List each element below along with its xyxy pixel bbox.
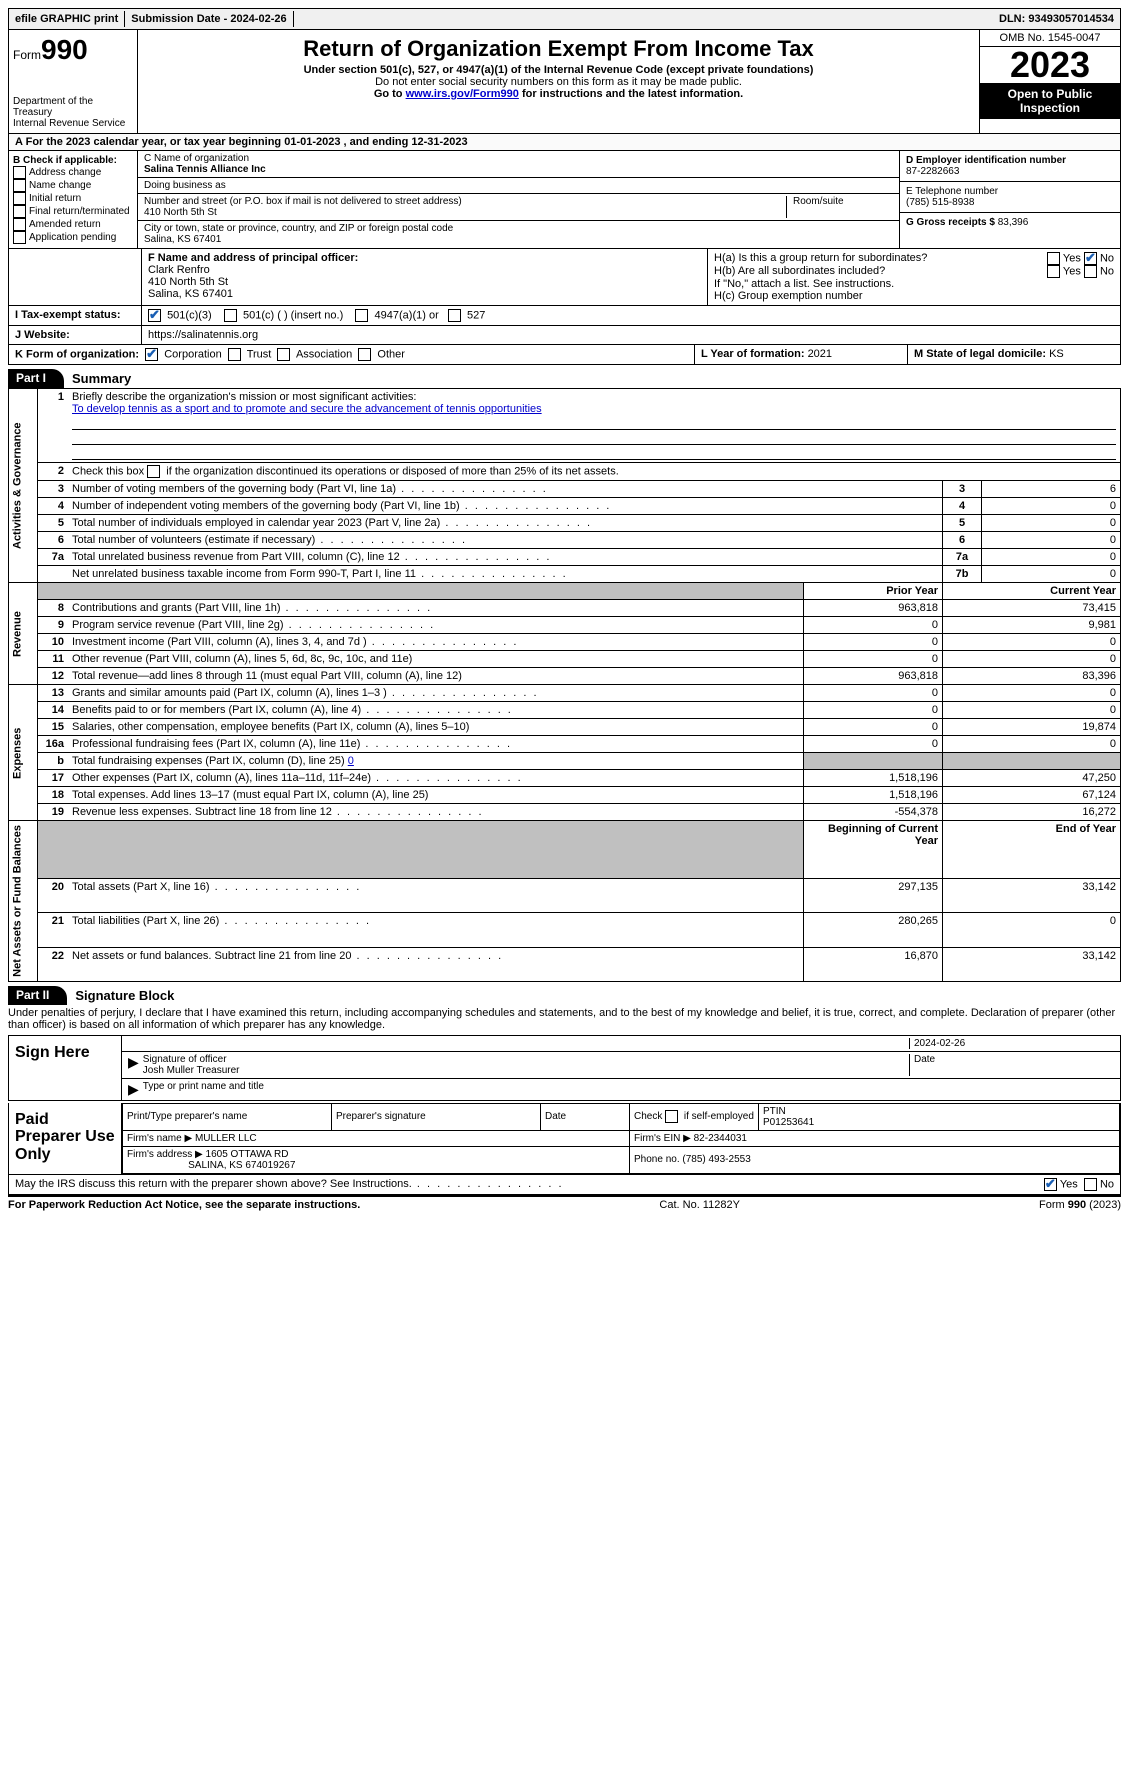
discuss-row: May the IRS discuss this return with the…	[8, 1175, 1121, 1195]
row-j: J Website: https://salinatennis.org	[8, 326, 1121, 345]
officer-signature: Josh Muller Treasurer	[143, 1065, 240, 1076]
checkbox-527[interactable]	[448, 309, 461, 322]
instructions-note: Go to www.irs.gov/Form990 for instructio…	[142, 88, 975, 100]
checkbox-ha-no[interactable]	[1084, 252, 1097, 265]
checkbox-final-return[interactable]	[13, 205, 26, 218]
box-b: B Check if applicable: Address change Na…	[9, 151, 138, 248]
ein: 87-2282663	[906, 166, 1114, 177]
row-klm: K Form of organization: Corporation Trus…	[8, 345, 1121, 365]
efile-print-button[interactable]: efile GRAPHIC print	[9, 11, 125, 27]
checkbox-self-employed[interactable]	[665, 1110, 678, 1123]
checkbox-501c[interactable]	[224, 309, 237, 322]
checkbox-discuss-yes[interactable]	[1044, 1178, 1057, 1191]
dln: DLN: 93493057014534	[993, 11, 1120, 27]
checkbox-trust[interactable]	[228, 348, 241, 361]
form-header: Form990 Department of the Treasury Inter…	[8, 30, 1121, 134]
checkbox-amended[interactable]	[13, 218, 26, 231]
org-name: Salina Tennis Alliance Inc	[144, 164, 893, 175]
form-title: Return of Organization Exempt From Incom…	[142, 36, 975, 62]
part1-header: Part I Summary	[8, 369, 1121, 388]
side-expenses: Expenses	[9, 685, 38, 821]
checkbox-discontinued[interactable]	[147, 465, 160, 478]
city-state-zip: Salina, KS 67401	[144, 234, 893, 245]
website: https://salinatennis.org	[142, 326, 1120, 344]
dept-treasury: Department of the Treasury Internal Reve…	[13, 96, 133, 129]
checkbox-app-pending[interactable]	[13, 231, 26, 244]
submission-date: Submission Date - 2024-02-26	[125, 11, 293, 27]
form-subtitle: Under section 501(c), 527, or 4947(a)(1)…	[142, 64, 975, 76]
row-a-tax-year: A For the 2023 calendar year, or tax yea…	[8, 134, 1121, 151]
gross-receipts: 83,396	[998, 217, 1029, 228]
checkbox-initial-return[interactable]	[13, 192, 26, 205]
state-domicile: KS	[1049, 348, 1064, 360]
instructions-link[interactable]: www.irs.gov/Form990	[406, 88, 519, 100]
checkbox-corp[interactable]	[145, 348, 158, 361]
checkbox-discuss-no[interactable]	[1084, 1178, 1097, 1191]
perjury-declaration: Under penalties of perjury, I declare th…	[8, 1005, 1121, 1033]
summary-table: Activities & Governance 1 Briefly descri…	[8, 388, 1121, 982]
mission-text: To develop tennis as a sport and to prom…	[72, 403, 542, 415]
checkbox-ha-yes[interactable]	[1047, 252, 1060, 265]
row-fh: F Name and address of principal officer:…	[8, 249, 1121, 306]
side-revenue: Revenue	[9, 583, 38, 685]
header-grid: B Check if applicable: Address change Na…	[8, 151, 1121, 249]
officer-name: Clark Renfro	[148, 264, 701, 276]
paid-preparer-block: Paid Preparer Use Only Print/Type prepar…	[8, 1103, 1121, 1175]
sign-here-block: Sign Here 2024-02-26 Signature of office…	[8, 1035, 1121, 1101]
checkbox-assoc[interactable]	[277, 348, 290, 361]
telephone: (785) 515-8938	[906, 197, 1114, 208]
page-footer: For Paperwork Reduction Act Notice, see …	[8, 1195, 1121, 1213]
street-address: 410 North 5th St	[144, 207, 780, 218]
checkbox-address-change[interactable]	[13, 166, 26, 179]
ptin: P01253641	[763, 1117, 814, 1128]
checkbox-501c3[interactable]	[148, 309, 161, 322]
side-governance: Activities & Governance	[9, 389, 38, 583]
open-inspection: Open to Public Inspection	[980, 83, 1120, 119]
row-i: I Tax-exempt status: 501(c)(3) 501(c) ( …	[8, 306, 1121, 326]
firm-phone: (785) 493-2553	[682, 1154, 750, 1165]
ssn-note: Do not enter social security numbers on …	[142, 76, 975, 88]
year-formation: 2021	[808, 348, 832, 360]
firm-ein: 82-2344031	[694, 1133, 747, 1144]
checkbox-hb-yes[interactable]	[1047, 265, 1060, 278]
box-c: C Name of organization Salina Tennis All…	[138, 151, 900, 248]
side-netassets: Net Assets or Fund Balances	[9, 821, 38, 982]
checkbox-other[interactable]	[358, 348, 371, 361]
box-deg: D Employer identification number 87-2282…	[900, 151, 1120, 248]
form-number: Form990	[13, 34, 133, 66]
checkbox-4947[interactable]	[355, 309, 368, 322]
part2-header: Part II Signature Block	[8, 986, 1121, 1005]
checkbox-name-change[interactable]	[13, 179, 26, 192]
firm-name: MULLER LLC	[195, 1133, 257, 1144]
checkbox-hb-no[interactable]	[1084, 265, 1097, 278]
top-bar: efile GRAPHIC print Submission Date - 20…	[8, 8, 1121, 30]
tax-year: 2023	[980, 47, 1120, 83]
